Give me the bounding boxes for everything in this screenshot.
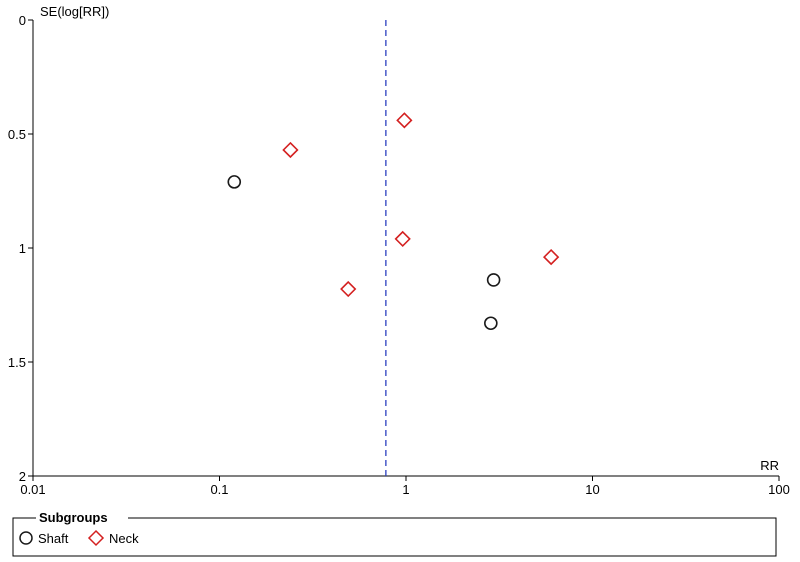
x-tick-label: 100	[768, 482, 790, 497]
legend-box	[12, 517, 777, 557]
y-tick-label: 0.5	[8, 127, 26, 142]
legend-neck-label: Neck	[109, 531, 139, 546]
y-axis-title: SE(log[RR])	[40, 4, 109, 19]
point-shaft	[227, 175, 242, 189]
legend-title: Subgroups	[39, 510, 108, 525]
point-neck	[396, 112, 413, 129]
plot-axes	[32, 20, 779, 477]
y-tick-label: 1	[19, 241, 26, 256]
legend-title-bg	[36, 510, 128, 524]
point-shaft	[484, 316, 498, 331]
y-tick-label: 1.5	[8, 355, 26, 370]
y-tick-label: 2	[19, 469, 26, 484]
y-tick-label: 0	[19, 13, 26, 28]
point-neck	[282, 141, 299, 159]
x-tick-label: 10	[585, 482, 599, 497]
legend-neck-marker	[87, 529, 105, 547]
x-ticks: 0.01 0.1 1 10 100	[20, 476, 790, 497]
legend: Subgroups Shaft Neck	[12, 510, 777, 557]
x-tick-label: 0.1	[210, 482, 228, 497]
legend-shaft-marker	[19, 531, 33, 545]
x-tick-label: 0.01	[20, 482, 45, 497]
point-shaft	[486, 273, 501, 287]
x-axis-title: RR	[760, 458, 779, 473]
legend-shaft-label: Shaft	[38, 531, 69, 546]
data-points	[227, 112, 560, 331]
point-neck	[542, 248, 560, 266]
y-ticks: 0 0.5 1 1.5 2	[8, 13, 33, 484]
x-tick-label: 1	[402, 482, 409, 497]
point-neck	[394, 230, 411, 248]
point-neck	[340, 280, 357, 298]
